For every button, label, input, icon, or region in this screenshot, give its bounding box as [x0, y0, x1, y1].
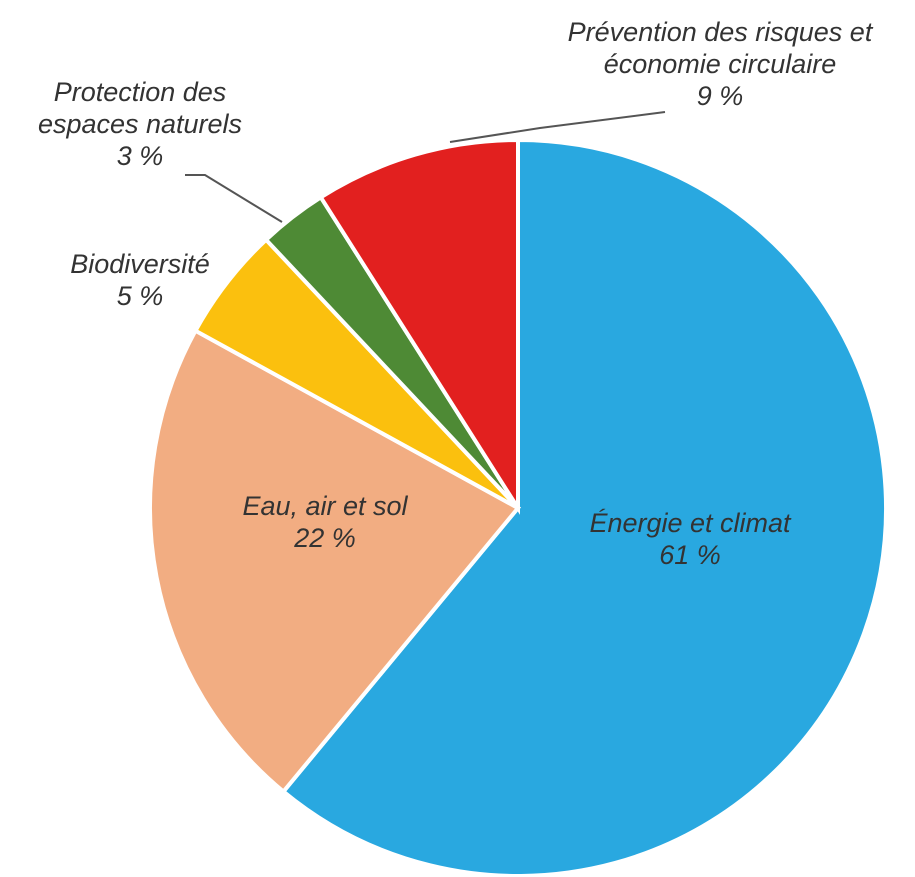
leader-line: [185, 174, 283, 223]
pie-slice: [318, 137, 520, 515]
category-label: Eau, air et sol: [242, 491, 408, 521]
category-label: Prévention des risques et économie circu…: [567, 17, 873, 79]
category-label: Biodiversité: [70, 249, 210, 279]
value-label: 61 %: [659, 540, 721, 570]
slice-label: Eau, air et sol 22 %: [195, 490, 455, 554]
category-label: Énergie et climat: [589, 508, 791, 538]
slice-label: Énergie et climat 61 %: [520, 507, 860, 571]
pie-slice: [148, 327, 522, 795]
leader-line: [449, 111, 666, 143]
pie-slice: [280, 137, 888, 877]
slice-label: Prévention des risques et économie circu…: [555, 16, 885, 112]
value-label: 9 %: [696, 81, 744, 111]
category-label: Protection des espaces naturels: [37, 77, 243, 139]
value-label: 5 %: [116, 281, 164, 311]
slice-label: Protection des espaces naturels 3 %: [10, 76, 270, 172]
value-label: 3 %: [116, 141, 164, 171]
slice-label: Biodiversité 5 %: [30, 248, 250, 312]
value-label: 22 %: [294, 523, 356, 553]
